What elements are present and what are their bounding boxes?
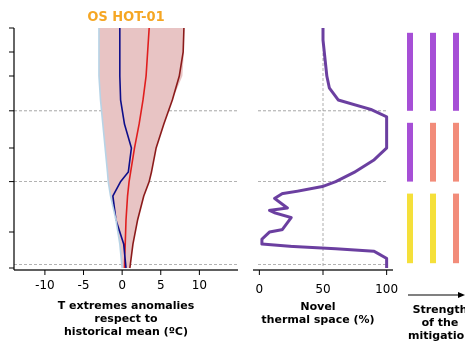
p1-x-tick-label-4: 5 — [157, 278, 165, 292]
panel-novel-thermal-space: 0 50 100 — [256, 28, 398, 296]
p3-xlabel-line-2: of the — [422, 316, 459, 329]
p3-xlabel-line-3: mitigation — [408, 329, 465, 342]
mitigation-bar-3-3 — [453, 193, 459, 264]
mitigation-bar-3-1 — [407, 193, 413, 264]
p1-xlabel-line-3: historical mean (ºC) — [64, 325, 188, 338]
panel-temperature-anomalies: -10 -5 0 5 10 — [9, 27, 238, 292]
mitigation-bar-1-1 — [407, 32, 413, 111]
p1-series-line-4 — [98, 28, 123, 269]
p1-x-tick-label-3: 0 — [118, 278, 126, 292]
mitigation-bar-1-2 — [430, 32, 436, 111]
p1-x-tick-label-1: -10 — [35, 278, 55, 292]
p1-xlabel-line-2: respect to — [94, 312, 158, 325]
mitigation-bar-2-1 — [407, 122, 413, 182]
p1-series-line-2 — [129, 27, 185, 269]
mitigation-bar-1-3 — [453, 32, 459, 111]
p3-xlabel-line-1: Strength — [413, 303, 465, 316]
mitigation-bar-3-2 — [430, 193, 436, 264]
mitigation-bar-2-2 — [430, 122, 436, 182]
p1-xlabel-line-1: T extremes anomalies — [58, 299, 195, 312]
p1-series-line-1 — [123, 27, 150, 269]
p2-xlabel-line-2: thermal space (%) — [261, 313, 374, 326]
mitigation-arrow-head — [458, 292, 465, 298]
p1-anomaly-band — [98, 28, 184, 268]
panel1-title: OS HOT-01 — [87, 10, 164, 25]
p1-x-tick-label-2: -5 — [78, 278, 90, 292]
panel-mitigation-strength — [407, 32, 459, 264]
p1-x-tick-label-5: 10 — [192, 278, 207, 292]
p2-x-tick-label-1: 0 — [256, 282, 264, 296]
p2-novel-space-line-1 — [260, 28, 389, 268]
p2-x-tick-label-3: 100 — [375, 282, 398, 296]
mitigation-bar-2-3 — [453, 122, 459, 182]
p2-x-tick-label-2: 50 — [315, 282, 330, 296]
p2-xlabel-line-1: Novel — [300, 300, 335, 313]
